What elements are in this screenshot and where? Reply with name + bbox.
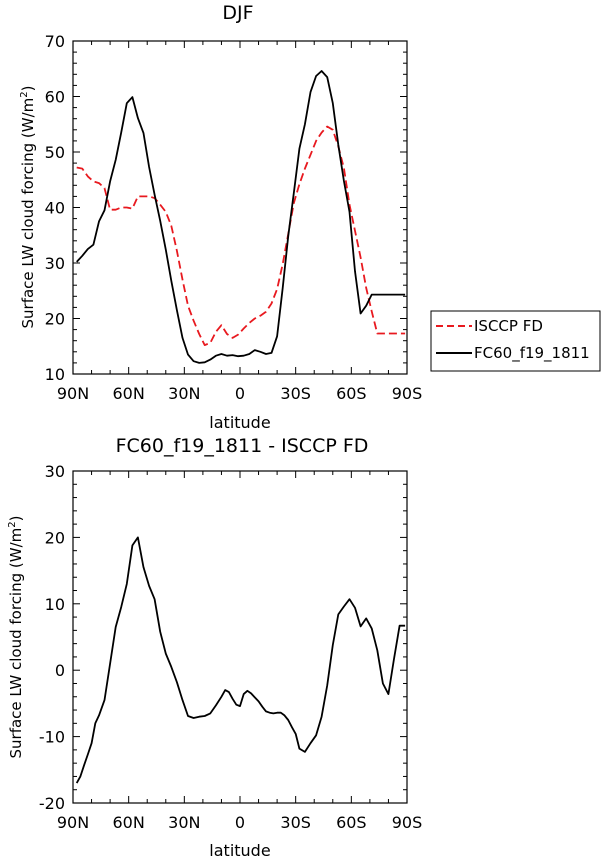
top-xtick-label: 30N xyxy=(168,384,200,403)
bottom-ytick-label: -10 xyxy=(39,728,65,747)
bottom-x-axis-label: latitude xyxy=(209,841,270,860)
bottom-xtick-label: 30S xyxy=(280,813,311,832)
top-xtick-label: 60N xyxy=(113,384,145,403)
bottom-ytick-label: -20 xyxy=(39,794,65,813)
top-plot-frame xyxy=(72,40,408,375)
top-xtick-label: 0 xyxy=(235,384,245,403)
top-xtick-label: 30S xyxy=(280,384,311,403)
top-xtick-label: 90N xyxy=(57,384,89,403)
top-ticks xyxy=(72,40,408,375)
bottom-series-line-difference xyxy=(75,536,406,784)
top-ytick-label: 60 xyxy=(45,88,65,107)
bottom-y-axis-label: Surface LW cloud forcing (W/m2) xyxy=(7,516,25,759)
top-y-axis-label-sup: 2 xyxy=(19,91,30,97)
top-series-line-fc60-f19-1811 xyxy=(76,70,406,364)
bottom-xtick-label: 60S xyxy=(336,813,367,832)
bottom-y-axis-label-main: Surface LW cloud forcing (W/m xyxy=(7,528,25,759)
top-tick-labels: 10 20 30 40 50 60 70 90N 60N 30N 0 30S 60S 90S xyxy=(45,32,423,403)
bottom-y-axis-label-end: ) xyxy=(7,516,25,522)
bottom-xtick-label: 90S xyxy=(392,813,423,832)
bottom-ytick-label: 10 xyxy=(45,595,65,614)
top-y-axis-label-end: ) xyxy=(19,86,37,92)
top-x-axis-label: latitude xyxy=(209,413,270,432)
top-ytick-label: 50 xyxy=(45,143,65,162)
top-xtick-label: 60S xyxy=(336,384,367,403)
bottom-xtick-label: 90N xyxy=(57,813,89,832)
top-ytick-label: 20 xyxy=(45,310,65,329)
bottom-tick-labels: -20 -10 0 10 20 30 90N 60N 30N 0 30S 60S 90S xyxy=(39,462,422,832)
top-ytick-label: 30 xyxy=(45,254,65,273)
top-y-axis-label: Surface LW cloud forcing (W/m2) xyxy=(19,86,37,329)
bottom-xtick-label: 30N xyxy=(168,813,200,832)
bottom-y-axis-label-sup: 2 xyxy=(7,521,18,527)
top-ytick-label: 40 xyxy=(45,199,65,218)
panel-top: DJF 10 20 30 40 50 60 70 90N 60N 30N 0 30S 60S 90S la… xyxy=(19,2,601,432)
bottom-plot-frame xyxy=(72,470,408,804)
bottom-chart-title: FC60_f19_1811 - ISCCP FD xyxy=(116,435,369,457)
panel-bottom: FC60_f19_1811 - ISCCP FD -20-10010203090… xyxy=(7,435,422,860)
bottom-series-lines xyxy=(75,536,406,784)
bottom-ticks xyxy=(72,470,408,804)
top-y-axis-label-main: Surface LW cloud forcing (W/m xyxy=(19,98,37,329)
top-chart-title: DJF xyxy=(222,2,253,24)
legend: ISCCP FD FC60_f19_1811 xyxy=(430,310,601,372)
bottom-xtick-label: 0 xyxy=(235,813,245,832)
top-series-line-isccp-fd xyxy=(76,125,406,347)
top-xtick-label: 90S xyxy=(392,384,423,403)
bottom-ytick-label: 30 xyxy=(45,462,65,481)
top-series-lines xyxy=(76,70,406,364)
legend-label-fc60: FC60_f19_1811 xyxy=(474,344,590,363)
top-ytick-label: 10 xyxy=(45,365,65,384)
bottom-ytick-label: 20 xyxy=(45,528,65,547)
bottom-ytick-label: 0 xyxy=(55,661,65,680)
top-ytick-label: 70 xyxy=(45,32,65,51)
legend-label-isccp: ISCCP FD xyxy=(474,317,543,335)
bottom-xtick-label: 60N xyxy=(113,813,145,832)
legend-box xyxy=(430,310,601,372)
